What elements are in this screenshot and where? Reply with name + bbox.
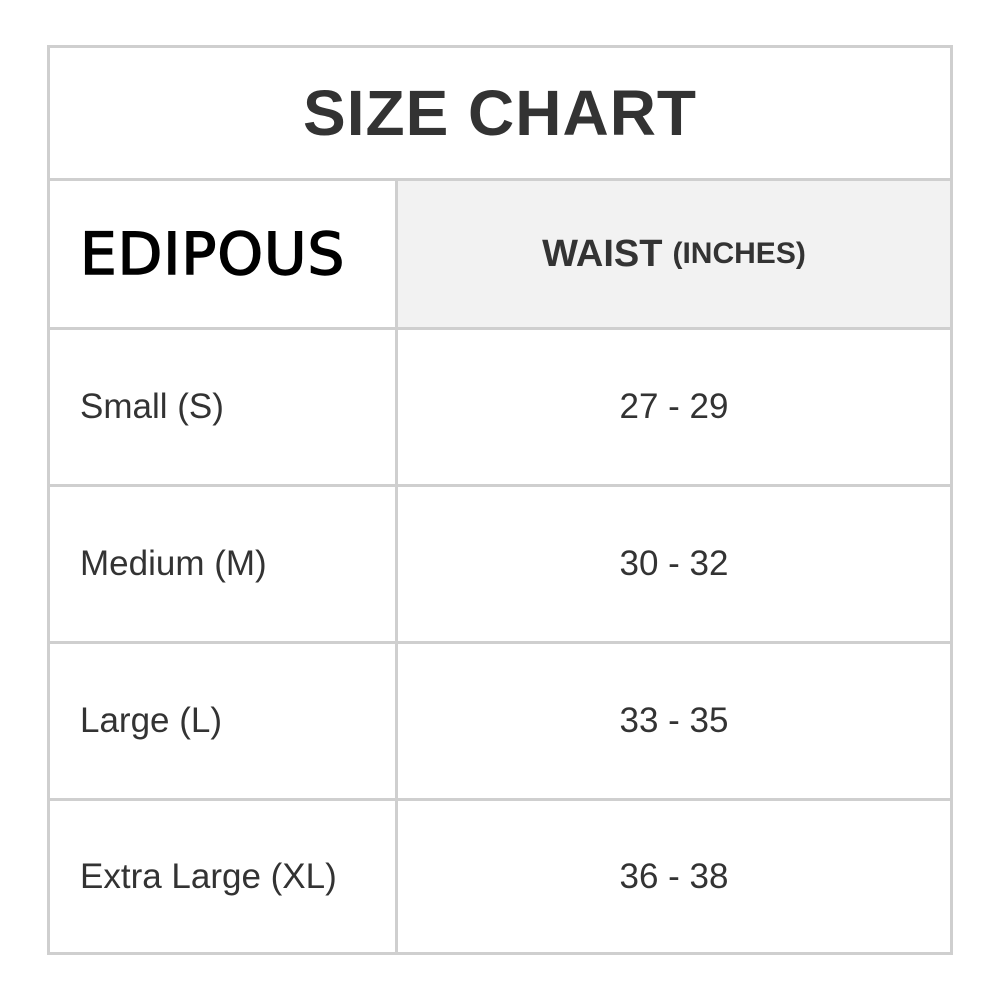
waist-cell: 33 - 35 bbox=[619, 701, 729, 740]
waist-cell: 30 - 32 bbox=[619, 544, 729, 583]
waist-cell: 27 - 29 bbox=[619, 387, 729, 426]
table-row: Small (S) 27 - 29 bbox=[50, 330, 950, 487]
waist-cell: 36 - 38 bbox=[619, 856, 729, 896]
waist-column-header: WAIST (INCHES) bbox=[398, 181, 950, 327]
brand-logo: EDIPOUS bbox=[79, 220, 346, 288]
size-cell: Small (S) bbox=[50, 330, 398, 484]
table-row: Medium (M) 30 - 32 bbox=[50, 487, 950, 644]
brand-logo-cell: EDIPOUS bbox=[50, 181, 398, 327]
size-cell: Extra Large (XL) bbox=[50, 801, 398, 952]
table-row: Large (L) 33 - 35 bbox=[50, 644, 950, 801]
waist-label: WAIST bbox=[542, 232, 663, 275]
page-title: SIZE CHART bbox=[50, 48, 950, 181]
table-row: Extra Large (XL) 36 - 38 bbox=[50, 801, 950, 952]
size-cell: Large (L) bbox=[50, 644, 398, 798]
waist-unit: (INCHES) bbox=[672, 237, 806, 270]
header-row: EDIPOUS WAIST (INCHES) bbox=[50, 181, 950, 330]
size-cell: Medium (M) bbox=[50, 487, 398, 641]
size-chart-table: SIZE CHART EDIPOUS WAIST (INCHES) Small … bbox=[47, 45, 953, 955]
